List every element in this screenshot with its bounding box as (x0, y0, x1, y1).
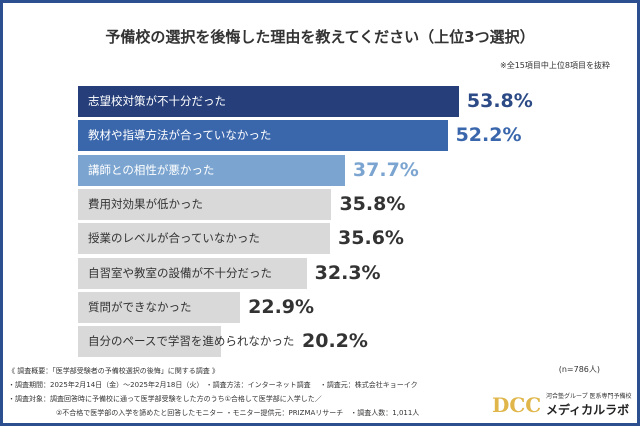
logo: DCC 河合塾グループ 医系専門予備校 メディカルラボ (492, 388, 632, 418)
footer-line-4: ②不合格で医学部の入学を諦めたと回答したモニター ・モニター提供元：PRIZMA… (56, 409, 420, 417)
bar (78, 188, 332, 220)
chart-title: 予備校の選択を後悔した理由を教えてください（上位3つ選択） (105, 28, 535, 46)
value-label: 22.9% (248, 295, 315, 318)
value-label: 53.8% (466, 90, 533, 112)
category-label: 講師との相性が悪かった (88, 162, 215, 177)
svg-text:DCC: DCC (492, 393, 541, 417)
bar (78, 154, 345, 186)
bar (78, 326, 222, 358)
category-label: 授業のレベルが合っていなかった (88, 231, 260, 246)
value-label: 32.3% (314, 261, 381, 284)
bar (78, 223, 331, 255)
category-label: 費用対効果が低かった (88, 196, 203, 211)
category-label: 自分のペースで学習を進められなかった (88, 334, 295, 349)
value-label: 52.2% (455, 124, 522, 147)
value-label: 20.2% (302, 330, 368, 353)
value-label: 37.7% (352, 158, 419, 181)
bar (78, 120, 448, 152)
chart-note: ※全15項目中上位8項目を抜粋 (500, 61, 610, 70)
medical-lab-logo-icon: DCC 河合塾グループ 医系専門予備校 メディカルラボ (492, 392, 632, 417)
value-label: 35.8% (339, 192, 406, 215)
footer-line-1: 《 調査概要：「医学部受験者の予備校選択の後悔」に関する調査 》 (8, 367, 219, 375)
sample-size: (n=786人) (558, 365, 600, 374)
value-label: 35.6% (338, 227, 404, 250)
bar (78, 257, 307, 289)
svg-text:河合塾グループ 医系専門予備校: 河合塾グループ 医系専門予備校 (546, 392, 632, 400)
category-label: 質問ができなかった (88, 299, 192, 314)
bar (78, 86, 459, 117)
category-label: 自習室や教室の設備が不十分だった (88, 265, 272, 280)
category-label: 志望校対策が不十分だった (88, 94, 226, 108)
category-label: 教材や指導方法が合っていなかった (88, 128, 272, 143)
footer-line-2: ・調査期間：2025年2月14日（金）～2025年2月18日（火） ・調査方法：… (8, 381, 418, 389)
bar (78, 291, 241, 323)
footer-line-3: ・調査対象：調査回答時に予備校に通って医学部受験をした方のうち①合格して医学部に… (8, 395, 322, 403)
svg-text:メディカルラボ: メディカルラボ (546, 402, 629, 417)
